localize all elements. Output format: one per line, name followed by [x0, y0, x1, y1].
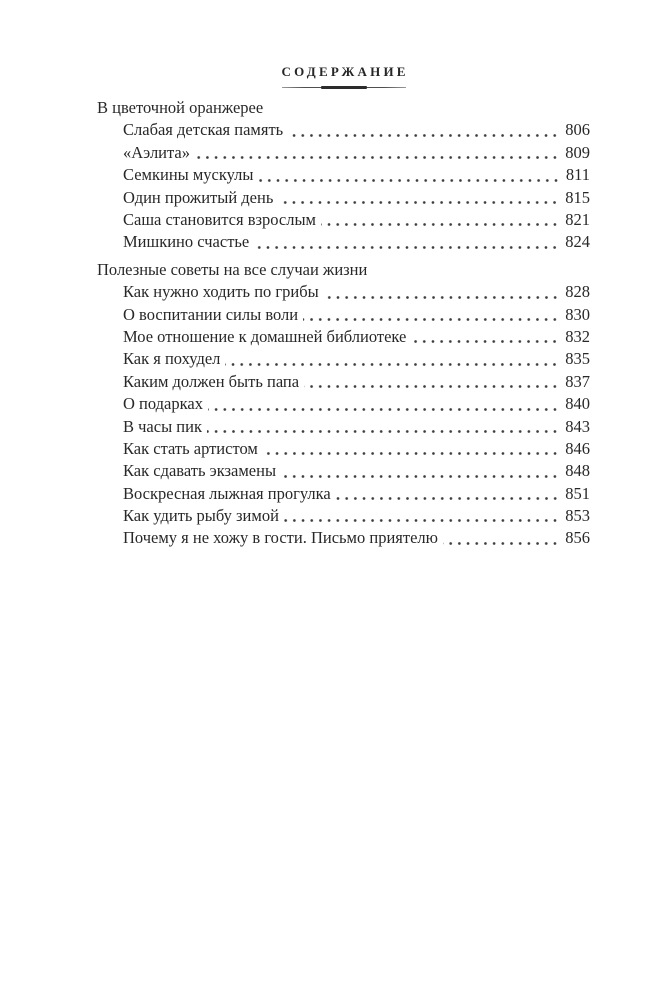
entry-title[interactable]: Каким должен быть папа	[123, 371, 300, 391]
toc-entry[interactable]: Как сдавать экзамены 848	[97, 460, 590, 483]
dot-leader	[207, 393, 560, 416]
entry-page-number: 851	[565, 483, 590, 503]
entry-page-number: 811	[565, 165, 590, 185]
dot-leader	[442, 527, 560, 550]
entry-title[interactable]: Как удить рыбу зимой	[123, 506, 279, 526]
entry-title[interactable]: Семкины мускулы	[123, 165, 254, 185]
entry-title[interactable]: Мое отношение к домашней библиотеке	[123, 326, 407, 346]
toc-entry[interactable]: Как я похудел 835	[97, 348, 590, 371]
toc-entry[interactable]: Каким должен быть папа 837	[97, 370, 590, 394]
dot-leader	[225, 348, 560, 371]
toc-entry[interactable]: Мое отношение к домашней библиотеке 832	[97, 325, 590, 349]
dot-leader	[304, 370, 560, 394]
entry-page-number: 856	[565, 528, 590, 548]
section-heading: В цветочной оранжерее	[97, 98, 264, 117]
toc-entry[interactable]: Слабая детская память 806	[97, 119, 590, 142]
dot-leader	[283, 505, 560, 528]
entry-page-number: 809	[565, 142, 590, 162]
section-entries: Как нужно ходить по грибы 828 О воспитан…	[97, 281, 590, 550]
entry-page-number: 846	[565, 438, 590, 458]
dot-leader	[262, 437, 560, 461]
toc-entry[interactable]: Как удить рыбу зимой 853	[97, 505, 590, 528]
entry-page-number: 835	[565, 349, 590, 369]
toc-entry[interactable]: Семкины мускулы 811	[97, 164, 590, 187]
section-heading: Полезные советы на все случаи жизни	[97, 259, 368, 279]
toc-entry[interactable]: Один прожитый день 815	[97, 186, 590, 209]
dot-leader	[195, 141, 560, 165]
toc-entry[interactable]: Как нужно ходить по грибы 828	[97, 281, 590, 304]
toc-entry[interactable]: Мишкино счастье 824	[97, 231, 590, 254]
toc-entry[interactable]: Воскресная лыжная прогулка 851	[97, 482, 590, 506]
entry-title[interactable]: Как стать артистом	[123, 438, 258, 458]
toc-entry[interactable]: Как стать артистом 846	[97, 437, 590, 461]
entry-title[interactable]: В часы пик	[123, 416, 202, 436]
title-rule	[281, 86, 406, 89]
entry-title[interactable]: Один прожитый день	[123, 187, 274, 207]
dot-leader	[258, 164, 560, 187]
entry-title[interactable]: Как сдавать экзамены	[123, 461, 277, 481]
table-of-contents: В цветочной оранжерее Слабая детская пам…	[97, 97, 590, 550]
page-content: СОДЕРЖАНИЕ В цветочной оранжерее Слабая …	[97, 64, 590, 550]
entry-page-number: 821	[565, 209, 590, 229]
entry-title[interactable]: «Аэлита»	[123, 142, 190, 162]
section-entries: Слабая детская память 806 «Аэлита» 809 С…	[97, 119, 590, 254]
entry-page-number: 853	[565, 506, 590, 526]
entry-title[interactable]: Как я похудел	[123, 349, 221, 369]
dot-leader	[278, 186, 560, 209]
entry-title[interactable]: О подарках	[123, 394, 203, 414]
toc-section: В цветочной оранжерее Слабая детская пам…	[97, 97, 590, 254]
entry-title[interactable]: Слабая детская память	[123, 120, 284, 140]
page-title: СОДЕРЖАНИЕ	[281, 64, 409, 79]
entry-title[interactable]: Почему я не хожу в гости. Письмо приятел…	[123, 528, 438, 548]
dot-leader	[206, 415, 560, 438]
entry-title[interactable]: О воспитании силы воли	[123, 304, 299, 324]
toc-entry[interactable]: О воспитании силы воли 830	[97, 303, 590, 326]
dot-leader	[303, 303, 560, 326]
toc-section: Полезные советы на все случаи жизни Как …	[97, 259, 590, 550]
entry-page-number: 824	[565, 232, 590, 252]
dot-leader	[335, 482, 560, 506]
dot-leader	[288, 119, 560, 142]
toc-entry[interactable]: Саша становится взрослым 821	[97, 208, 590, 232]
toc-entry[interactable]: О подарках 840	[97, 393, 590, 416]
entry-page-number: 815	[565, 187, 590, 207]
toc-entry[interactable]: В часы пик 843	[97, 415, 590, 438]
toc-entry[interactable]: Почему я не хожу в гости. Письмо приятел…	[97, 527, 590, 550]
toc-entry[interactable]: «Аэлита» 809	[97, 141, 590, 165]
entry-page-number: 830	[565, 304, 590, 324]
dot-leader	[323, 281, 560, 304]
entry-page-number: 848	[565, 461, 590, 481]
title-rule-center	[320, 86, 367, 89]
dot-leader	[321, 208, 560, 232]
dot-leader	[411, 325, 560, 349]
entry-page-number: 843	[565, 416, 590, 436]
entry-title[interactable]: Воскресная лыжная прогулка	[123, 483, 331, 503]
dot-leader	[254, 231, 560, 254]
entry-title[interactable]: Как нужно ходить по грибы	[123, 282, 319, 302]
dot-leader	[281, 460, 560, 483]
entry-page-number: 828	[565, 282, 590, 302]
entry-title[interactable]: Саша становится взрослым	[123, 209, 316, 229]
entry-title[interactable]: Мишкино счастье	[123, 232, 250, 252]
entry-page-number: 837	[565, 371, 590, 391]
entry-page-number: 806	[565, 120, 590, 140]
entry-page-number: 832	[565, 326, 590, 346]
entry-page-number: 840	[565, 394, 590, 414]
